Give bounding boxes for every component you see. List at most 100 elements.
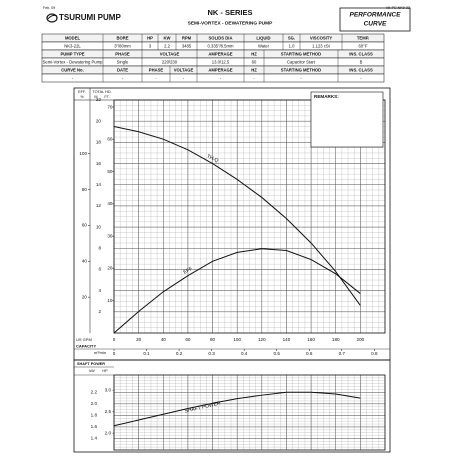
x-tick-label: 40: [161, 337, 167, 342]
x-axis-title: CAPACITY: [76, 344, 96, 349]
y-tick-label: 2: [98, 309, 101, 314]
chart: EFF.% TOTAL HD.M FT. 2 4 6 8 10 12 14 16 18 20 22 10 20…: [74, 88, 390, 356]
table-cell: Semi-Vortex - Dewatering Pump: [43, 59, 103, 64]
y2-tick-label: 40: [107, 201, 113, 206]
x2-tick-label: 0.6: [306, 351, 313, 356]
axis-unit: kW: [89, 369, 95, 373]
table-cell: -: [253, 75, 255, 80]
table-cell: Single: [117, 59, 129, 64]
logo-icon: [46, 13, 58, 23]
badge-line: CURVE: [364, 21, 387, 28]
x-tick-label: 180: [332, 337, 340, 342]
table-cell: -: [155, 75, 157, 80]
y-tick-label: 12: [96, 203, 102, 208]
y-tick-label: 2.0: [91, 401, 98, 406]
doc-date: Feb. 09: [43, 6, 55, 10]
table-cell: PUMP TYPE: [60, 51, 84, 56]
badge-box: [339, 7, 411, 32]
chart-title: SHAFT POWER: [77, 362, 105, 366]
x2-tick-label: 0.1: [143, 351, 150, 356]
table-cell: LIQUID: [256, 35, 270, 40]
table-cell: PHASE: [115, 51, 130, 56]
table-cell: SG.: [288, 35, 295, 40]
table-cell: Water: [258, 43, 270, 48]
x2-tick-label: 0: [113, 351, 116, 356]
axis-title: TOTAL HD.: [92, 90, 111, 94]
x2-axis-label: m³/min: [94, 350, 106, 355]
y-tick-label: 1.8: [91, 413, 98, 418]
y-tick-label: 16: [96, 161, 102, 166]
table-cell: INS. CLASS: [349, 67, 373, 72]
chart-frame: [73, 359, 391, 453]
y-tick-label: 18: [96, 140, 102, 145]
table-cell: TEMP.: [357, 35, 369, 40]
x2-tick-label: 0.5: [274, 351, 281, 356]
y2-tick-label: 50: [107, 169, 113, 174]
y3-tick-label: 60: [82, 223, 88, 228]
table-cell: B: [360, 59, 363, 64]
axis-unit: FT.: [104, 95, 109, 99]
table-cell: 220/230: [162, 59, 178, 64]
table-cell: HP: [147, 35, 153, 40]
remarks-box: [310, 91, 384, 148]
series-line: [113, 125, 361, 306]
table-cell: INS. CLASS: [349, 51, 373, 56]
series-line: [113, 248, 361, 334]
y3-tick-label: 80: [82, 187, 88, 192]
y2-tick-label: 10: [107, 298, 113, 303]
axis-unit: HP: [102, 369, 108, 373]
table-cell: 3: [149, 43, 152, 48]
y3-tick-label: 20: [82, 294, 88, 299]
table-cell: -: [360, 75, 362, 80]
curve-label: EFF: [182, 266, 193, 276]
plot-frame: [113, 374, 386, 451]
table-cell: BORE: [116, 35, 128, 40]
x2-tick-label: 0.4: [241, 351, 248, 356]
y-tick-label: 4: [98, 288, 101, 293]
y3-tick-label: 100: [79, 151, 87, 156]
table-cell: 13.0/12.5: [212, 59, 230, 64]
x2-tick-label: 0.3: [208, 351, 215, 356]
table-cell: 0.335"/8.5mm: [208, 43, 234, 48]
subtitle: SEMI-VORTEX - DEWATERING PUMP: [188, 20, 273, 26]
table-cell: DATE: [117, 67, 128, 72]
logo: TSURUMI PUMP: [46, 13, 121, 23]
y2-tick-label: 2.0: [105, 430, 112, 435]
y2-tick-label: 70: [107, 104, 113, 109]
table-cell: HZ: [251, 67, 257, 72]
y-tick-label: 22: [96, 97, 102, 102]
table-cell: 3"/80mm: [114, 43, 131, 48]
curve-label: TH-Q: [206, 154, 220, 165]
spec-table: MODEL BORE HP KW RPM SOLIDS DIA LIQUID SG. VISCO…: [41, 33, 385, 83]
y-tick-label: 10: [96, 224, 102, 229]
table-cell: 3485: [182, 43, 192, 48]
y-tick-label: 1.4: [91, 436, 98, 441]
x-tick-label: 200: [357, 337, 365, 342]
table-cell: VOLTAGE: [174, 67, 194, 72]
table-cell: AMPERAGE: [208, 67, 232, 72]
logo-swoosh: [47, 14, 58, 20]
table-cell: STARTING METHOD: [281, 51, 321, 56]
series-line: [113, 391, 361, 427]
y2-tick-label: 20: [107, 266, 113, 271]
plot-frame: [113, 99, 386, 334]
table-cell: KW: [164, 35, 171, 40]
badge-line: PERFORMANCE: [350, 12, 402, 19]
axis-title: EFF.: [78, 90, 86, 94]
x2-tick-label: 0.2: [176, 351, 183, 356]
table-row: [41, 73, 385, 83]
table-cell: -: [183, 75, 185, 80]
x-tick-label: 140: [283, 337, 291, 342]
remarks-label: REMARKS:: [314, 94, 339, 99]
y2-tick-label: 2.5: [105, 409, 112, 414]
series-title: NK - SERIES: [207, 8, 252, 17]
y3-tick-label: 40: [82, 259, 88, 264]
table-cell: PHASE: [149, 67, 164, 72]
table-cell: -: [122, 75, 124, 80]
table-cell: STARTING METHOD: [281, 67, 321, 72]
table-cell: VOLTAGE: [160, 51, 180, 56]
brand: TSURUMI PUMP: [59, 13, 121, 22]
table-cell: 2.2: [164, 43, 170, 48]
